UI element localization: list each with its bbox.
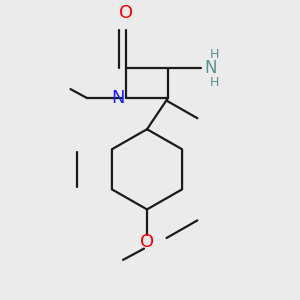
Text: H: H xyxy=(210,76,219,89)
Text: H: H xyxy=(210,48,219,61)
Text: O: O xyxy=(140,233,154,251)
Text: N: N xyxy=(111,89,124,107)
Text: O: O xyxy=(119,4,133,22)
Text: N: N xyxy=(204,59,217,77)
